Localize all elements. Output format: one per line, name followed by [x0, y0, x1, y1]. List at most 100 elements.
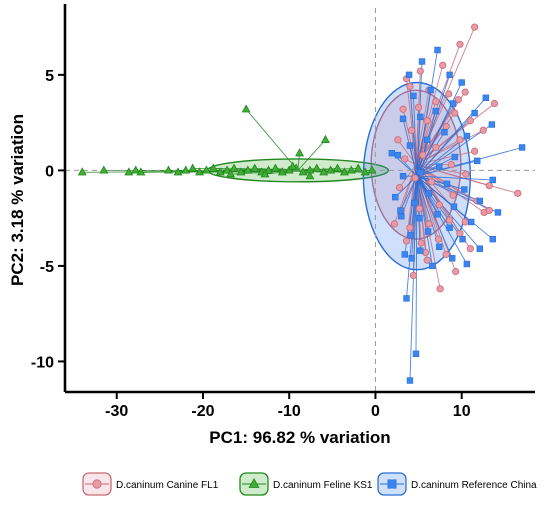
- d-caninum-reference-china-point: [418, 58, 426, 65]
- d-caninum-feline-ks1-point: [360, 167, 370, 176]
- d-caninum-canine-fl1-point: [461, 218, 469, 226]
- d-caninum-reference-china-point: [489, 176, 496, 184]
- d-caninum-reference-china-point: [416, 214, 423, 222]
- d-caninum-canine-fl1-point: [419, 151, 427, 159]
- d-caninum-feline-ks1-point: [241, 104, 251, 113]
- d-caninum-reference-china-point: [446, 224, 453, 231]
- d-caninum-reference-china-point: [410, 92, 417, 100]
- legend-item-d-caninum-reference-china: D.caninum Reference China: [377, 472, 537, 496]
- d-caninum-canine-fl1-point: [466, 117, 474, 125]
- d-caninum-reference-china-point: [494, 209, 502, 216]
- d-caninum-reference-china-point: [463, 260, 471, 268]
- d-caninum-reference-china-segment: [408, 74, 418, 177]
- d-caninum-canine-fl1-point: [490, 99, 499, 108]
- d-caninum-canine-fl1-point: [411, 174, 419, 182]
- d-caninum-canine-fl1-point: [396, 183, 404, 192]
- d-caninum-canine-fl1-point: [462, 170, 470, 178]
- d-caninum-canine-fl1-point: [454, 96, 462, 104]
- d-caninum-reference-china-point: [424, 136, 431, 144]
- d-caninum-canine-fl1-point: [442, 250, 450, 259]
- d-caninum-reference-china-segment: [416, 175, 440, 247]
- d-caninum-reference-china-segment: [416, 160, 478, 177]
- d-caninum-canine-fl1-point: [390, 220, 399, 228]
- d-caninum-reference-china-segment: [416, 175, 468, 265]
- d-caninum-feline-ks1-point: [270, 163, 280, 172]
- d-caninum-feline-ks1-point: [173, 167, 183, 176]
- d-caninum-reference-china-segment: [416, 175, 465, 190]
- d-caninum-reference-china-point: [388, 149, 396, 157]
- d-caninum-canine-fl1-point: [451, 109, 459, 117]
- d-caninum-reference-china-point: [427, 86, 434, 94]
- d-caninum-feline-ks1-point: [367, 165, 377, 174]
- d-caninum-canine-fl1-point: [456, 40, 464, 48]
- d-caninum-canine-fl1-segment: [415, 101, 437, 165]
- d-caninum-reference-china-segment: [416, 176, 433, 266]
- legend-marker: [92, 479, 102, 489]
- d-caninum-canine-fl1-point: [447, 161, 455, 169]
- d-caninum-feline-ks1-point: [333, 163, 342, 172]
- d-caninum-canine-fl1-point: [432, 143, 440, 152]
- d-caninum-feline-ks1-point: [136, 167, 146, 176]
- d-caninum-canine-fl1-point: [415, 204, 424, 213]
- d-caninum-canine-fl1-point: [452, 268, 460, 276]
- d-caninum-feline-ks1-point: [264, 165, 273, 174]
- d-caninum-feline-ks1-point: [339, 167, 349, 176]
- d-caninum-feline-ks1-point: [236, 167, 246, 176]
- d-caninum-reference-china-point: [461, 186, 468, 193]
- d-caninum-reference-china-point: [518, 144, 526, 151]
- d-caninum-feline-ks1-point: [195, 167, 204, 176]
- d-caninum-canine-fl1-point: [514, 189, 522, 197]
- d-caninum-reference-china-point: [459, 235, 466, 243]
- d-caninum-canine-fl1-point: [446, 216, 454, 224]
- d-caninum-reference-china-point: [392, 193, 399, 201]
- d-caninum-canine-fl1-point: [461, 88, 469, 96]
- d-caninum-reference-china-point: [436, 243, 443, 251]
- legend-marker: [387, 479, 397, 489]
- d-caninum-feline-ks1-point: [124, 167, 134, 176]
- legend: D.caninum Canine FL1 D.caninum Feline KS1…: [82, 472, 537, 496]
- d-caninum-canine-fl1-point: [416, 67, 424, 75]
- d-caninum-reference-china-point: [412, 350, 420, 357]
- d-caninum-canine-fl1-point: [402, 237, 411, 245]
- d-caninum-reference-china-segment: [416, 175, 480, 202]
- x-tick-label: -20: [191, 403, 214, 420]
- d-caninum-reference-china-point: [394, 151, 402, 159]
- d-caninum-canine-fl1-point: [449, 191, 457, 199]
- d-caninum-canine-fl1-point: [466, 245, 474, 253]
- d-caninum-canine-fl1-segment: [415, 164, 485, 213]
- d-caninum-reference-china-point: [474, 157, 481, 165]
- d-caninum-feline-ks1-segment: [297, 139, 326, 171]
- d-caninum-feline-ks1-point: [99, 165, 109, 174]
- d-caninum-reference-china-point: [449, 255, 456, 262]
- d-caninum-reference-china-segment: [416, 175, 451, 228]
- d-caninum-reference-china-segment: [412, 95, 418, 177]
- d-caninum-feline-ks1-segment: [245, 108, 299, 171]
- d-caninum-reference-china-segment: [416, 175, 481, 250]
- d-caninum-reference-china-segment: [416, 116, 421, 177]
- d-caninum-canine-fl1-point: [436, 285, 444, 293]
- d-caninum-canine-fl1-point: [423, 256, 431, 264]
- d-caninum-canine-fl1-point: [439, 61, 447, 69]
- d-caninum-feline-ks1-point: [164, 165, 173, 174]
- d-caninum-canine-fl1-point: [445, 90, 453, 98]
- d-caninum-reference-china-point: [476, 197, 484, 205]
- x-tick-label: 0: [371, 403, 380, 420]
- d-caninum-feline-ks1-point: [298, 167, 308, 176]
- d-caninum-reference-china-segment: [416, 131, 445, 177]
- d-caninum-reference-china-point: [407, 232, 415, 239]
- points-layer: [77, 23, 526, 384]
- d-caninum-canine-fl1-point: [479, 126, 487, 134]
- y-tick-label: 5: [45, 68, 54, 85]
- d-caninum-canine-fl1-point: [406, 224, 414, 232]
- d-caninum-reference-china-point: [449, 100, 457, 107]
- d-caninum-reference-china-point: [434, 211, 441, 218]
- d-caninum-feline-ks1-point: [346, 165, 356, 174]
- d-caninum-feline-ks1-point: [284, 165, 294, 174]
- d-caninum-reference-china-point: [401, 251, 408, 258]
- legend-label: D.caninum Feline KS1: [273, 480, 373, 491]
- x-tick-label: -10: [278, 403, 301, 420]
- d-caninum-canine-fl1-point: [442, 122, 450, 131]
- d-caninum-reference-china-point: [429, 262, 436, 270]
- d-caninum-canine-fl1-point: [485, 182, 493, 190]
